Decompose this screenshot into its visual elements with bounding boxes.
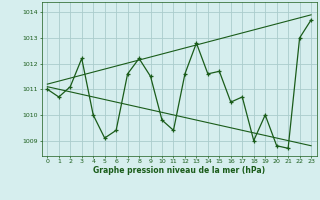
X-axis label: Graphe pression niveau de la mer (hPa): Graphe pression niveau de la mer (hPa) [93,166,265,175]
